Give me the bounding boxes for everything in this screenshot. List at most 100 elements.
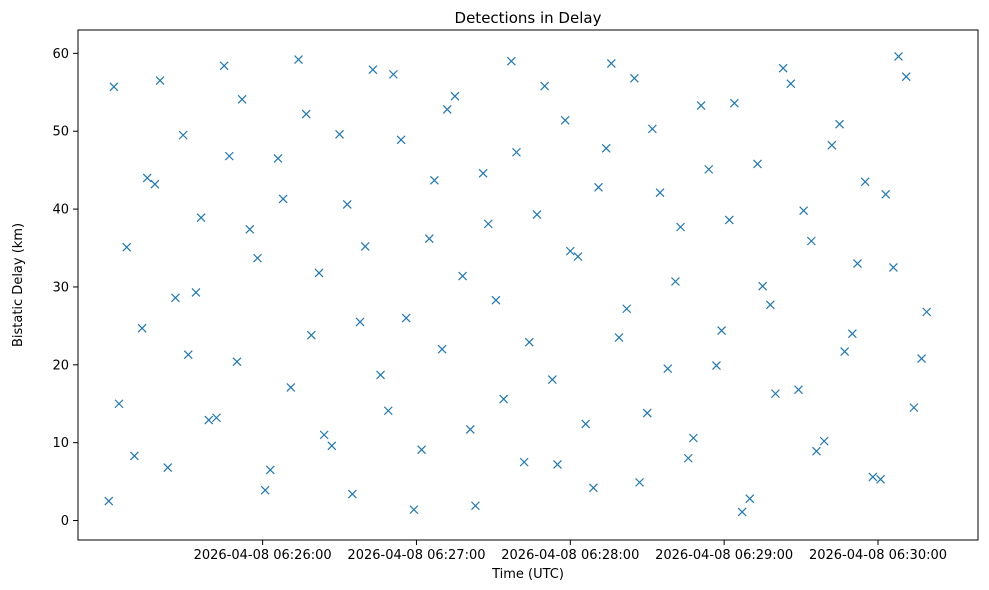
data-point [506, 56, 516, 66]
data-point [478, 168, 488, 178]
data-point [712, 361, 721, 371]
data-point [196, 213, 206, 223]
plot-area [78, 30, 978, 540]
data-point [335, 129, 344, 139]
data-point [396, 135, 406, 145]
data-point [155, 76, 165, 86]
data-point [717, 326, 727, 335]
data-point [294, 55, 303, 65]
data-point [424, 234, 434, 244]
data-point [388, 69, 398, 79]
data-point [471, 501, 480, 511]
data-point [683, 453, 693, 463]
data-point [142, 173, 152, 183]
x-tick-label: 2026-04-08 06:27:00 [347, 548, 485, 563]
data-point [442, 104, 452, 114]
data-point [853, 259, 862, 269]
data-point [355, 317, 365, 327]
data-point [109, 82, 119, 92]
data-point [286, 382, 296, 392]
data-point [753, 159, 762, 169]
data-point [150, 179, 160, 189]
data-point [360, 242, 370, 251]
data-point [178, 130, 188, 140]
data-point [704, 164, 714, 174]
data-point [860, 177, 870, 187]
data-point [114, 399, 124, 409]
data-point [917, 354, 927, 364]
data-point [573, 252, 583, 262]
data-point [655, 188, 665, 198]
x-axis-label: Time (UTC) [491, 567, 564, 582]
data-point [383, 406, 393, 416]
plot-frame [77, 29, 979, 541]
x-axis-ticks: 2026-04-08 06:26:00 2026-04-08 06:27:00 20… [194, 540, 947, 563]
y-tick-label: 40 [52, 203, 69, 218]
data-point [327, 441, 337, 451]
data-point [204, 415, 214, 425]
data-point [183, 350, 193, 360]
data-point [260, 485, 270, 495]
data-point [847, 329, 857, 339]
data-point [306, 330, 316, 340]
data-point [429, 175, 439, 185]
data-point [532, 210, 542, 219]
data-point [647, 124, 657, 134]
data-point [376, 370, 385, 380]
data-points [104, 52, 932, 517]
data-point [581, 419, 591, 429]
data-point [888, 263, 898, 272]
data-point [409, 505, 419, 515]
x-tick-label: 2026-04-08 06:29:00 [655, 548, 793, 563]
y-tick-label: 60 [52, 47, 69, 62]
data-point [565, 246, 575, 256]
data-point [560, 115, 570, 125]
data-point [876, 474, 885, 484]
data-point [778, 63, 788, 73]
x-tick-label: 2026-04-08 06:28:00 [501, 548, 639, 563]
data-point [806, 236, 816, 246]
y-tick-label: 30 [52, 280, 69, 295]
data-point [499, 394, 509, 404]
data-point [458, 271, 468, 281]
data-point [827, 140, 837, 150]
data-point [622, 304, 632, 314]
data-point [724, 215, 734, 225]
y-tick-label: 10 [52, 436, 69, 451]
data-point [237, 94, 247, 104]
data-point [450, 91, 460, 101]
data-point [547, 375, 557, 385]
data-point [758, 281, 768, 291]
data-point [253, 253, 262, 263]
data-point [465, 425, 475, 434]
data-point [794, 385, 803, 395]
data-point [601, 143, 611, 153]
data-point [745, 494, 755, 504]
data-point [122, 242, 132, 252]
data-point [729, 98, 739, 108]
data-point [104, 496, 114, 506]
data-point [483, 219, 493, 229]
data-point [278, 194, 288, 204]
data-point [614, 333, 624, 342]
data-point [232, 357, 242, 367]
data-point [688, 433, 698, 443]
data-point [594, 182, 603, 192]
data-point [212, 413, 221, 423]
data-point [909, 403, 919, 413]
data-point [540, 81, 550, 91]
y-axis-ticks: 0 10 20 30 40 50 60 [52, 47, 78, 529]
data-point [219, 61, 229, 71]
data-point [368, 65, 378, 75]
data-point [163, 463, 173, 473]
data-point [819, 436, 829, 446]
data-point [191, 287, 201, 297]
y-axis-label: Bistatic Delay (km) [11, 223, 26, 347]
data-point [835, 119, 844, 129]
data-point [812, 446, 821, 456]
data-point [401, 313, 411, 323]
data-point [245, 224, 255, 234]
data-point [301, 109, 311, 119]
data-point [799, 206, 809, 216]
